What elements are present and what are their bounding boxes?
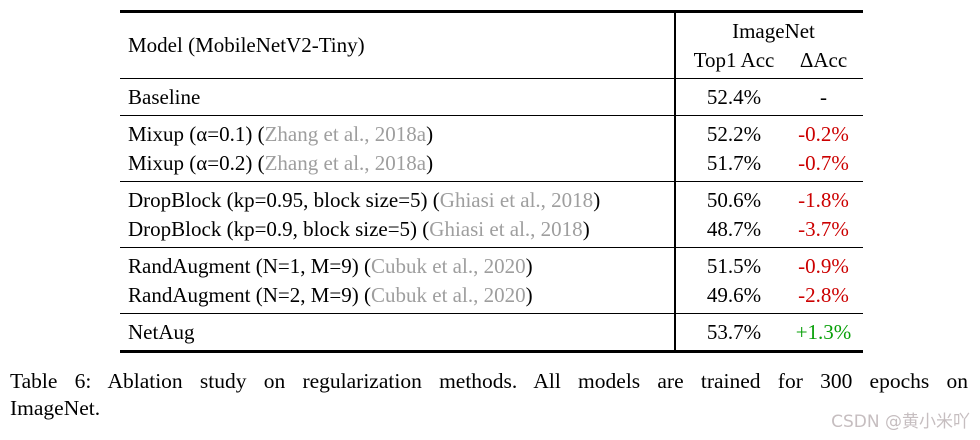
citation-close-paren: ) [593, 187, 601, 212]
citation-close-paren: ) [525, 282, 533, 307]
row-mixup-alpha-0-2: Mixup (α=0.2) (Zhang et al., 2018a) 51.7… [120, 149, 863, 178]
col-header-model: Model (MobileNetV2-Tiny) [128, 33, 365, 57]
delta-acc-value: -0.2% [798, 121, 849, 146]
table-caption: Table 6: Ablation study on regularizatio… [10, 368, 968, 422]
citation-link[interactable]: Cubuk et al., 2020 [371, 282, 526, 307]
delta-acc-value: -2.8% [798, 282, 849, 307]
table-header-section: Model (MobileNetV2-Tiny) ImageNet Top1 A… [120, 13, 863, 78]
method-name: Mixup (α=0.1) ( [128, 121, 265, 146]
table-section-mixup: Mixup (α=0.1) (Zhang et al., 2018a) 52.2… [120, 115, 863, 181]
column-divider [674, 13, 676, 350]
row-dropblock-kp-0-95: DropBlock (kp=0.95, block size=5) (Ghias… [120, 186, 863, 215]
col-header-delta-acc: ΔAcc [799, 47, 848, 72]
top1-acc-value: 51.5% [706, 253, 762, 278]
top1-acc-value: 53.7% [706, 319, 762, 344]
method-name: RandAugment (N=1, M=9) ( [128, 253, 371, 278]
delta-acc-value: -0.7% [798, 150, 849, 175]
citation-close-paren: ) [426, 150, 434, 175]
table-section-randaugment: RandAugment (N=1, M=9) (Cubuk et al., 20… [120, 247, 863, 313]
method-name: NetAug [128, 319, 195, 344]
header-row: Model (MobileNetV2-Tiny) ImageNet Top1 A… [120, 17, 863, 75]
delta-acc-value: -1.8% [798, 187, 849, 212]
method-name: DropBlock (kp=0.9, block size=5) ( [128, 216, 430, 241]
caption-line-1: Table 6: Ablation study on regularizatio… [10, 369, 968, 393]
citation-link[interactable]: Cubuk et al., 2020 [371, 253, 526, 278]
citation-link[interactable]: Ghiasi et al., 2018 [439, 187, 594, 212]
top1-acc-value: 52.2% [706, 121, 762, 146]
row-dropblock-kp-0-9: DropBlock (kp=0.9, block size=5) (Ghiasi… [120, 215, 863, 244]
row-baseline: Baseline 52.4% - [120, 83, 863, 112]
citation-link[interactable]: Zhang et al., 2018a [264, 121, 427, 146]
col-header-imagenet: ImageNet [732, 18, 815, 43]
method-name: DropBlock (kp=0.95, block size=5) ( [128, 187, 440, 212]
method-name: Baseline [128, 84, 201, 109]
table-section-dropblock: DropBlock (kp=0.95, block size=5) (Ghias… [120, 181, 863, 247]
top1-acc-value: 51.7% [706, 150, 762, 175]
table-section-netaug: NetAug 53.7% +1.3% [120, 313, 863, 350]
row-mixup-alpha-0-1: Mixup (α=0.1) (Zhang et al., 2018a) 52.2… [120, 120, 863, 149]
ablation-table: Model (MobileNetV2-Tiny) ImageNet Top1 A… [120, 10, 863, 353]
top1-acc-value: 52.4% [706, 84, 762, 109]
citation-link[interactable]: Ghiasi et al., 2018 [429, 216, 583, 241]
table-section-baseline: Baseline 52.4% - [120, 78, 863, 115]
delta-acc-value: -0.9% [798, 253, 849, 278]
sub-header-row: Top1 Acc ΔAcc [684, 46, 863, 75]
method-name: RandAugment (N=2, M=9) ( [128, 282, 371, 307]
row-randaugment-n2: RandAugment (N=2, M=9) (Cubuk et al., 20… [120, 281, 863, 310]
csdn-watermark: CSDN @黄小米吖 [831, 412, 970, 432]
col-header-top1-acc: Top1 Acc [693, 47, 775, 72]
delta-acc-value: - [820, 84, 827, 109]
citation-close-paren: ) [525, 253, 533, 278]
citation-close-paren: ) [582, 216, 590, 241]
method-name: Mixup (α=0.2) ( [128, 150, 265, 175]
caption-line-2: ImageNet. [10, 396, 101, 420]
top1-acc-value: 49.6% [706, 282, 762, 307]
delta-acc-value: -3.7% [798, 216, 849, 241]
delta-acc-value: +1.3% [795, 319, 852, 344]
row-netaug: NetAug 53.7% +1.3% [120, 318, 863, 347]
row-randaugment-n1: RandAugment (N=1, M=9) (Cubuk et al., 20… [120, 252, 863, 281]
col-header-imagenet-group: ImageNet Top1 Acc ΔAcc [674, 17, 863, 75]
top1-acc-value: 48.7% [706, 216, 762, 241]
citation-close-paren: ) [426, 121, 434, 146]
citation-link[interactable]: Zhang et al., 2018a [264, 150, 427, 175]
top1-acc-value: 50.6% [706, 187, 762, 212]
